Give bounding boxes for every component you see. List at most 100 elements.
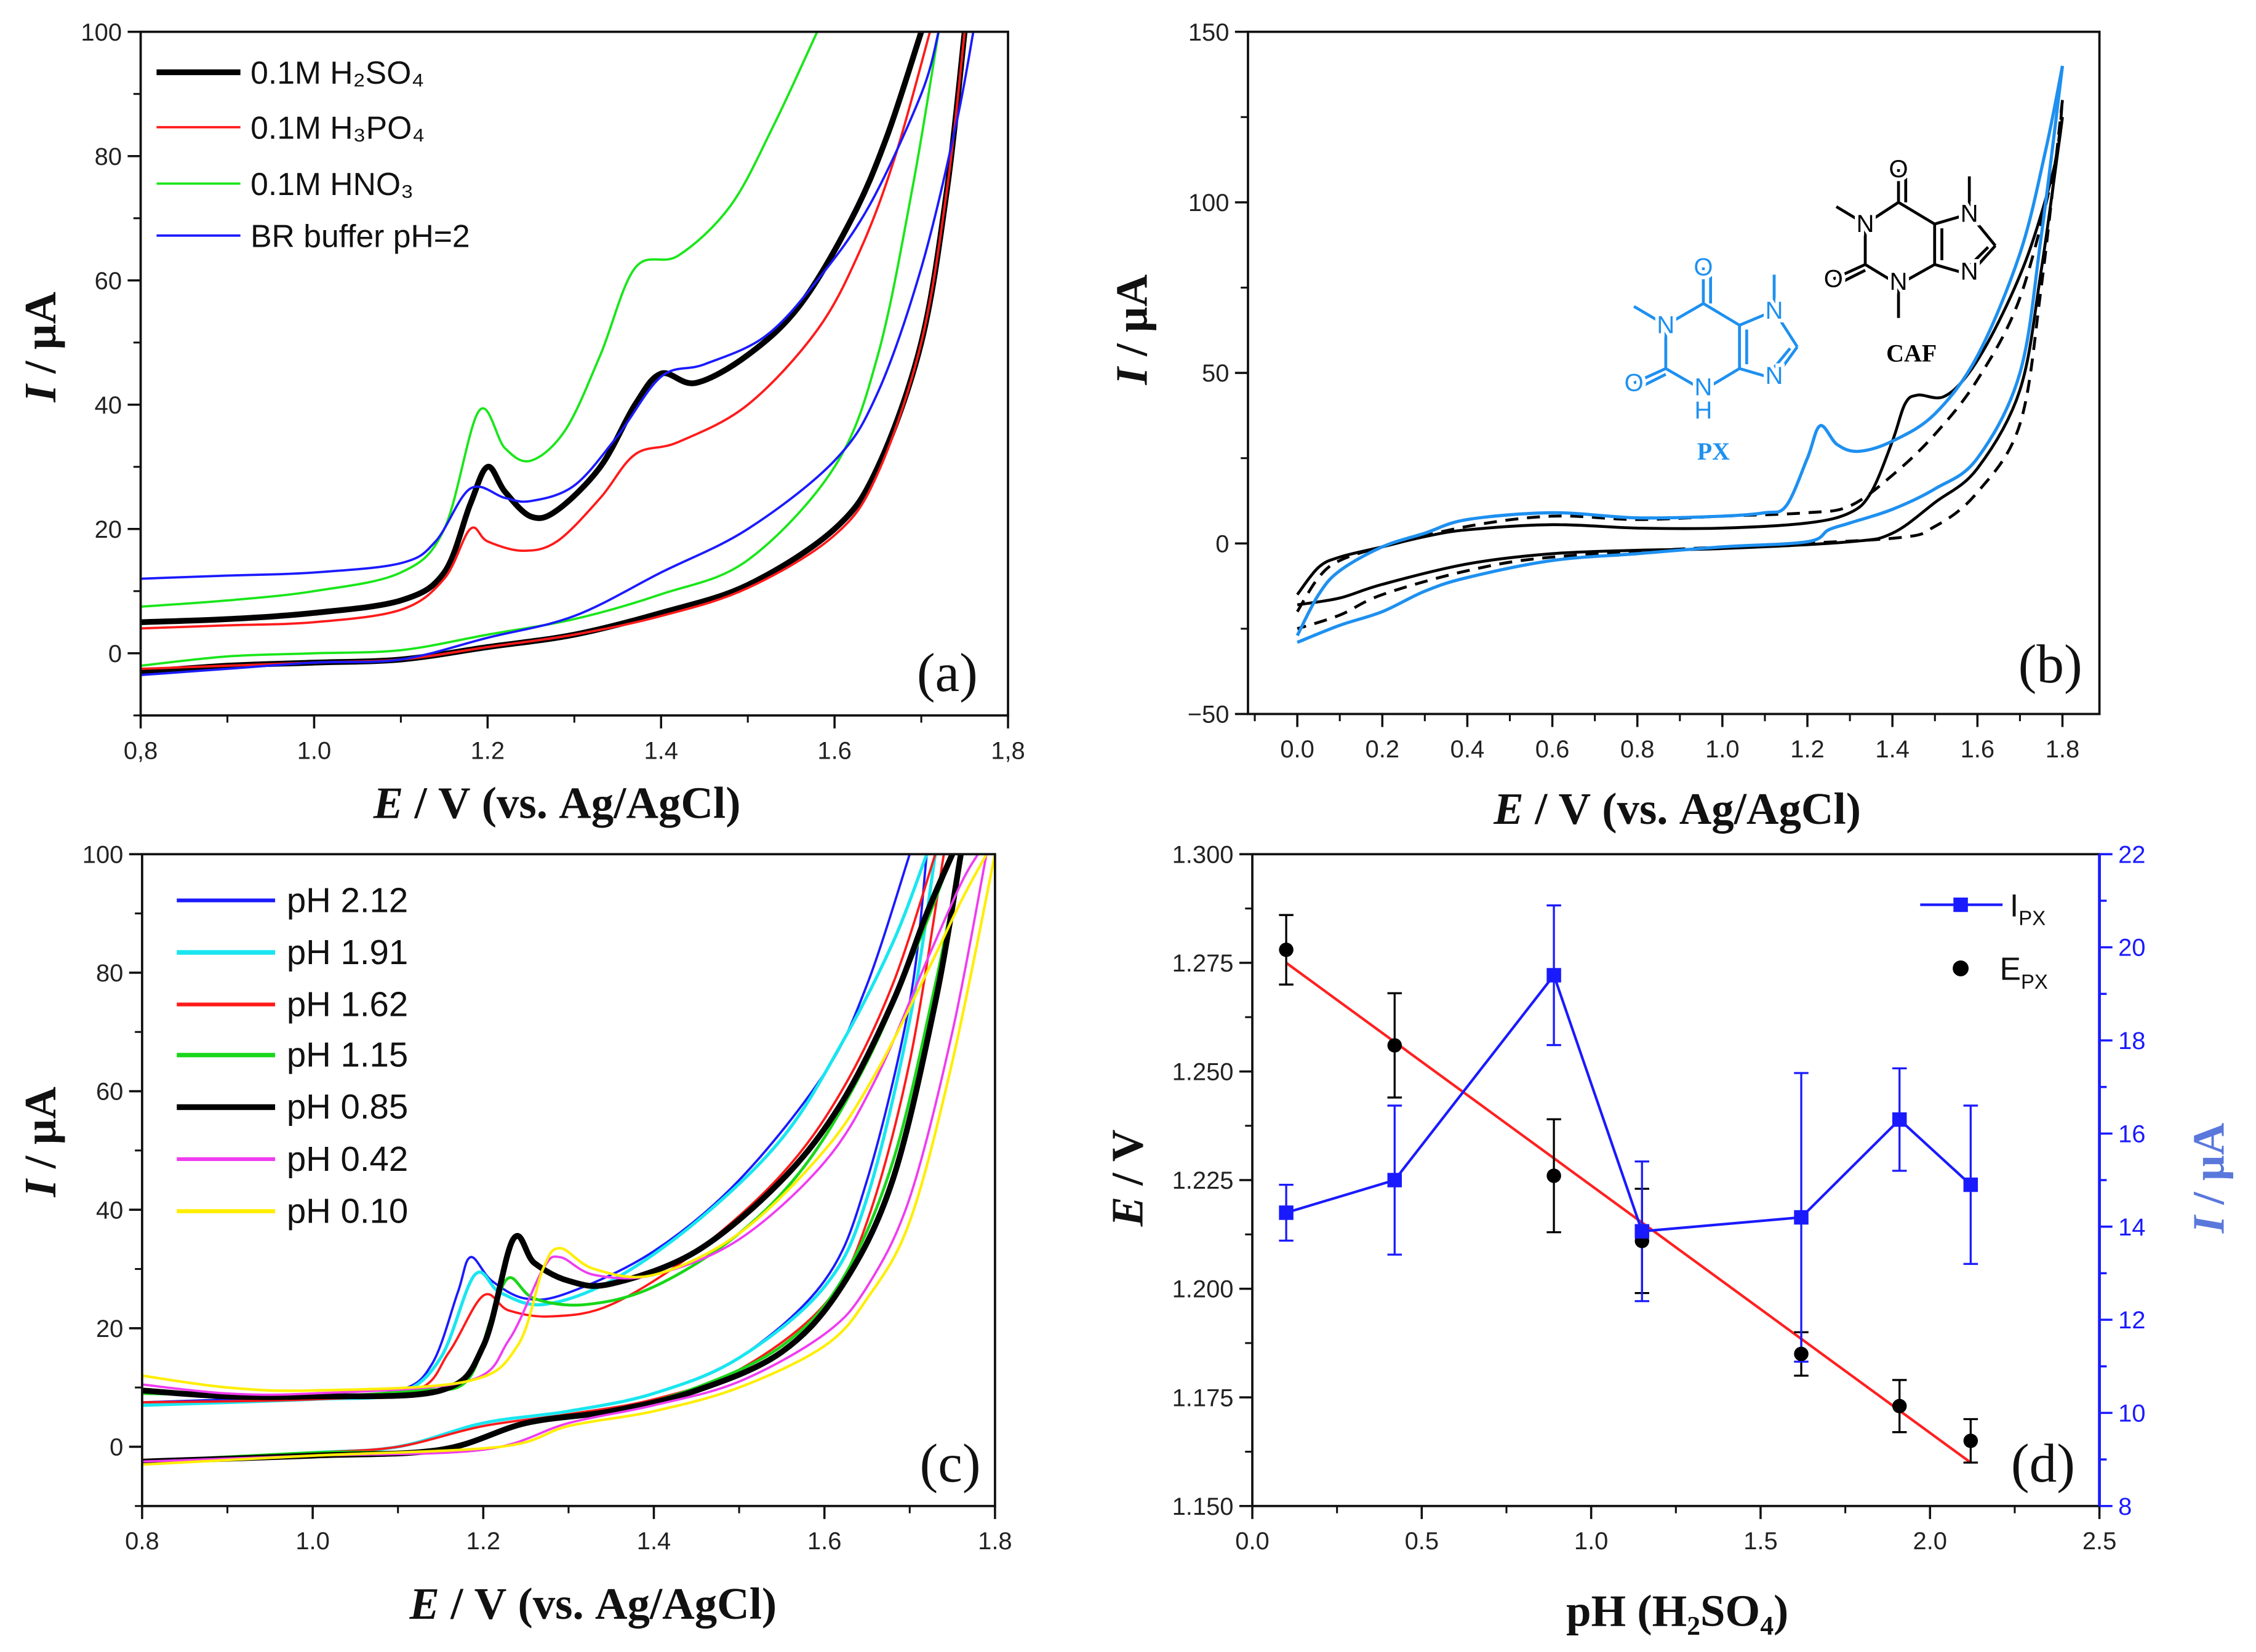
series-px-reverse-curve: [1297, 65, 2065, 644]
epx-data-point: [1279, 942, 1294, 957]
series-0-1m-h-so--forward-curve: [140, 31, 924, 625]
chemical-bond: [1897, 201, 1935, 226]
legend-label-main: I: [2010, 887, 2018, 923]
x-tick-label: 1.4: [644, 737, 678, 764]
ipx-data-point: [1279, 1205, 1294, 1220]
x-tick-label: 1.6: [817, 737, 852, 764]
y-tick-label: 60: [96, 1079, 123, 1106]
panel-b: 0.0 0.2 0.4 0.6 0.8 1.0 1.2 1.4 1.6 1.8 −50 0 50 100 1…: [1107, 19, 2101, 834]
series-br-buffer-ph-2-forward-curve: [140, 31, 940, 580]
epx-data-point: [1794, 1346, 1809, 1362]
y-tick-label: 60: [95, 268, 122, 295]
x-axis-title: pH (H₂SO₄): [1566, 1586, 1788, 1636]
atom-label: O: [1824, 265, 1843, 292]
x-tick-label: 1.2: [471, 737, 505, 764]
series-ph-1-15-forward-curve: [142, 854, 954, 1398]
chemical-bond: [1773, 346, 1799, 380]
ipx-data-point: [1387, 1173, 1402, 1187]
series-ph-2-12-forward-curve: [142, 854, 911, 1404]
chemical-bond: [1702, 367, 1740, 392]
x-tick-label: 0.0: [1235, 1528, 1270, 1555]
y-tick-label: 40: [96, 1197, 123, 1224]
y-tick-label: 20: [96, 1315, 123, 1343]
y-tick-label: 150: [1188, 19, 1230, 46]
y-axis-title: E / V: [1102, 1130, 1152, 1227]
legend-label: IPX: [2010, 887, 2046, 929]
x-tick-label: 0.4: [1450, 736, 1485, 763]
y-tick-label: 1.200: [1172, 1276, 1234, 1303]
legend: pH 2.12 pH 1.91 pH 1.62 pH 1.15 pH 0.85 pH 0.…: [177, 880, 408, 1230]
y-tick-label: 50: [1202, 360, 1229, 387]
plot-area: [142, 854, 995, 1466]
ipx-series-line: [1286, 972, 1972, 1233]
plot-area: [140, 31, 975, 677]
series-ph-0-85-forward-curve: [142, 854, 955, 1400]
epx-data-point: [1963, 1434, 1978, 1448]
x-tick-label: 0.6: [1535, 736, 1570, 763]
x-tick-label: 1.0: [295, 1528, 330, 1555]
y-tick-label: 100: [1188, 190, 1230, 217]
y-tick-label: 80: [96, 960, 123, 987]
y-right-tick-label: 18: [2118, 1028, 2145, 1055]
y-tick-label: 100: [81, 19, 122, 46]
chemical-bond: [1968, 213, 1997, 247]
y-axis-title: I / µA: [15, 1087, 65, 1198]
chemical-bond: [1965, 246, 1990, 270]
legend-label: 0.1M H₃PO₄: [250, 110, 425, 146]
legend-label-subscript: PX: [2018, 906, 2046, 929]
legend-label: pH 2.12: [287, 880, 408, 919]
legend-item: pH 1.15: [177, 1035, 408, 1074]
x-axis-title: E / V (vs. Ag/AgCl): [1493, 784, 1861, 834]
legend-item: pH 0.10: [177, 1191, 408, 1230]
atom-label: N: [1766, 297, 1783, 324]
legend: 0.1M H₂SO₄ 0.1M H₃PO₄ 0.1M HNO₃ BR buffer p…: [156, 55, 470, 254]
series-ph-0-10-reverse-curve: [142, 854, 995, 1466]
legend-label: 0.1M H₂SO₄: [250, 55, 424, 90]
y-right-tick-label: 16: [2118, 1120, 2145, 1147]
legend-label-main: E: [1999, 951, 2020, 987]
x-tick-label: 0.8: [1620, 736, 1654, 763]
legend-label: EPX: [1999, 951, 2047, 993]
x-tick-label: 1.4: [637, 1528, 671, 1555]
y-tick-label: 1.175: [1172, 1384, 1234, 1411]
y-right-tick-label: 14: [2118, 1214, 2145, 1241]
y-right-tick-label: 22: [2118, 841, 2145, 868]
y-tick-label: 80: [95, 143, 122, 170]
legend-label: 0.1M HNO₃: [250, 166, 414, 202]
chemical-bond: [1968, 244, 1997, 276]
chemical-bond: [1633, 305, 1667, 327]
y-tick-label: 1.275: [1172, 950, 1234, 977]
legend-item: pH 0.42: [177, 1139, 408, 1178]
ipx-data-point: [1634, 1224, 1649, 1239]
ipx-data-point: [1546, 968, 1561, 983]
atom-label: H: [1695, 397, 1713, 424]
series-ph-0-42-forward-curve: [142, 854, 979, 1396]
legend-label: pH 1.62: [287, 984, 408, 1023]
atom-label: O: [1889, 156, 1908, 183]
series-br-buffer-ph-2-reverse-curve: [140, 31, 975, 677]
legend-swatch-square: [1953, 897, 1968, 912]
x-tick-label: 0.0: [1280, 736, 1314, 763]
legend-item: 0.1M HNO₃: [156, 166, 414, 202]
y-right-tick-label: 20: [2118, 935, 2145, 962]
y-tick-label: 0: [108, 640, 122, 668]
molecule-name: PX: [1697, 437, 1730, 465]
legend-label: pH 0.85: [287, 1087, 408, 1126]
x-tick-label: 1.0: [1705, 736, 1740, 763]
series-ph-0-10-forward-curve: [142, 854, 988, 1392]
ipx-data-point: [1963, 1177, 1978, 1192]
x-tick-label: 1.0: [1574, 1528, 1609, 1555]
chemical-bond: [1739, 367, 1775, 380]
x-tick-label: 1.4: [1875, 736, 1909, 763]
legend-item: 0.1M H₂SO₄: [156, 55, 424, 90]
chemical-bond: [1864, 201, 1900, 226]
legend-label: pH 0.42: [287, 1139, 408, 1178]
atom-label: N: [1766, 362, 1783, 389]
chemical-bond: [1636, 373, 1666, 391]
y-axis-title: I / µA: [1107, 274, 1157, 385]
atom-label: N: [1890, 268, 1908, 295]
y-right-axis-title: I / µA: [2184, 1122, 2234, 1234]
chemical-bond: [1934, 212, 1970, 226]
x-tick-label: 1.2: [1790, 736, 1825, 763]
